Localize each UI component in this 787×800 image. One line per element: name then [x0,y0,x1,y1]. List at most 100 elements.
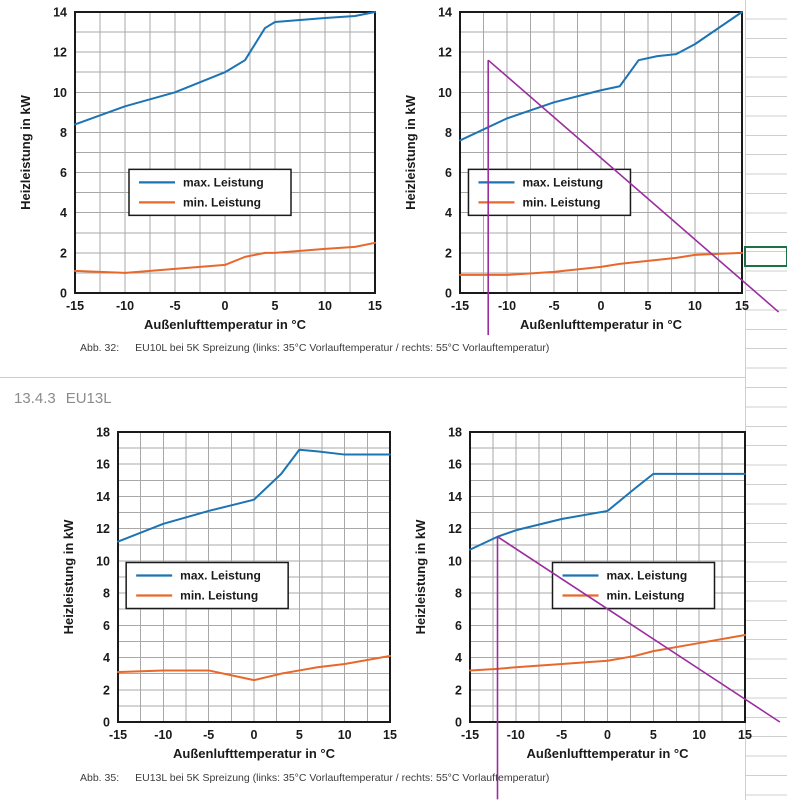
x-tick-label: -15 [66,299,84,313]
section-number: 13.4.3 [14,390,56,407]
x-tick-label: -5 [203,728,214,742]
legend-box [128,168,292,217]
chart-eu13l-35c: -15 -10 -5 0 5 10 15 0 2 4 6 8 10 12 14 16 18 Außenluftte… [61,426,397,762]
y-tick-label: 4 [103,651,110,665]
x-tick-label: 5 [645,299,652,313]
x-tick-label: 15 [383,728,397,742]
legend-label: max. Leistung [180,569,261,583]
y-tick-label: 0 [445,287,452,301]
series-line-max [459,11,743,142]
legend-label: max. Leistung [183,175,264,189]
y-tick-label: 6 [60,166,67,180]
y-tick-label: 10 [96,554,110,568]
y-tick-label: 8 [445,126,452,140]
y-tick-label: 14 [53,6,67,20]
y-axis-title: Heizleistung in kW [61,519,76,635]
x-tick-label: 10 [688,299,702,313]
x-tick-label: 15 [735,299,749,313]
caption-text: EU10L bei 5K Spreizung (links: 35°C Vorl… [135,342,550,354]
x-tick-label: 0 [598,299,605,313]
figure-caption-abb35: Abb. 35: EU13L bei 5K Spreizung (links: 3… [80,772,549,784]
legend-label: min. Leistung [183,195,261,209]
x-tick-label: -15 [451,299,469,313]
x-tick-label: 10 [318,299,332,313]
y-tick-label: 10 [448,554,462,568]
y-tick-label: 18 [96,426,110,440]
legend-label: min. Leistung [180,589,258,603]
annotation-line [497,536,781,723]
y-tick-label: 16 [448,458,462,472]
plot-border [117,431,391,723]
x-tick-label: 10 [338,728,352,742]
y-tick-label: 10 [438,86,452,100]
section-divider [0,377,745,378]
chart-eu10l-35c: -15 -10 -5 0 5 10 15 0 2 4 6 8 10 12 14 Außenlufttemper… [18,6,382,333]
y-tick-label: 4 [60,206,67,220]
x-tick-label: 5 [272,299,279,313]
legend-label: max. Leistung [607,569,688,583]
series-line-max [469,472,746,551]
y-tick-label: 0 [455,716,462,730]
x-tick-label: -10 [154,728,172,742]
x-tick-label: 5 [296,728,303,742]
x-tick-label: -5 [556,728,567,742]
x-tick-label: 0 [251,728,258,742]
x-tick-label: 15 [368,299,382,313]
legend-label: min. Leistung [522,195,600,209]
x-tick-label: 0 [222,299,229,313]
series-line-min [74,241,376,274]
y-tick-label: 12 [448,522,462,536]
y-tick-label: 10 [53,86,67,100]
caption-label: Abb. 32: [80,342,120,354]
x-tick-label: -5 [548,299,559,313]
caption-label: Abb. 35: [80,772,120,784]
series-line-min [459,251,743,276]
y-tick-label: 2 [103,683,110,697]
legend-box [467,168,632,217]
y-tick-label: 8 [455,587,462,601]
y-tick-label: 4 [445,206,452,220]
legend-label: max. Leistung [522,175,603,189]
y-tick-label: 8 [103,587,110,601]
section-heading: 13.4.3 EU13L [14,390,112,407]
y-tick-label: 12 [53,46,67,60]
chart-eu13l-55c: -15 -10 -5 0 5 10 15 0 2 4 6 8 10 12 14 16 18 Außenluftte… [413,426,781,800]
y-axis-title: Heizleistung in kW [413,519,428,635]
annotation-line [487,59,780,313]
figure-caption-abb32: Abb. 32: EU10L bei 5K Spreizung (links: 3… [80,342,549,354]
x-axis-title: Außenlufttemperatur in °C [144,317,307,332]
y-tick-label: 2 [445,246,452,260]
y-tick-label: 6 [103,619,110,633]
x-tick-label: -5 [169,299,180,313]
y-tick-label: 8 [60,126,67,140]
x-axis-title: Außenlufttemperatur in °C [520,317,683,332]
x-tick-label: -15 [109,728,127,742]
y-tick-label: 16 [96,458,110,472]
legend-label: min. Leistung [607,589,685,603]
y-axis-title: Heizleistung in kW [403,94,418,210]
x-tick-label: -10 [116,299,134,313]
x-tick-label: 5 [650,728,657,742]
series-line-min [469,634,746,672]
y-tick-label: 2 [60,246,67,260]
y-tick-label: 18 [448,426,462,440]
y-tick-label: 12 [96,522,110,536]
y-tick-label: 0 [60,287,67,301]
x-axis-title: Außenlufttemperatur in °C [173,746,336,761]
caption-text: EU13L bei 5K Spreizung (links: 35°C Vorl… [135,772,550,784]
section-title: EU13L [65,390,112,407]
x-tick-label: -15 [461,728,479,742]
chart-eu10l-55c: -15 -10 -5 0 5 10 15 0 2 4 6 8 10 12 14 Außenlufttemper… [403,6,780,336]
y-tick-label: 14 [96,490,110,504]
series-line-max [74,11,376,126]
x-tick-label: -10 [498,299,516,313]
plot-border [469,431,746,723]
spreadsheet-grid-strip [745,0,787,800]
x-axis-title: Außenlufttemperatur in °C [527,746,690,761]
series-line-min [117,654,391,682]
plot-border [459,11,743,294]
x-tick-label: 15 [738,728,752,742]
y-tick-label: 12 [438,46,452,60]
